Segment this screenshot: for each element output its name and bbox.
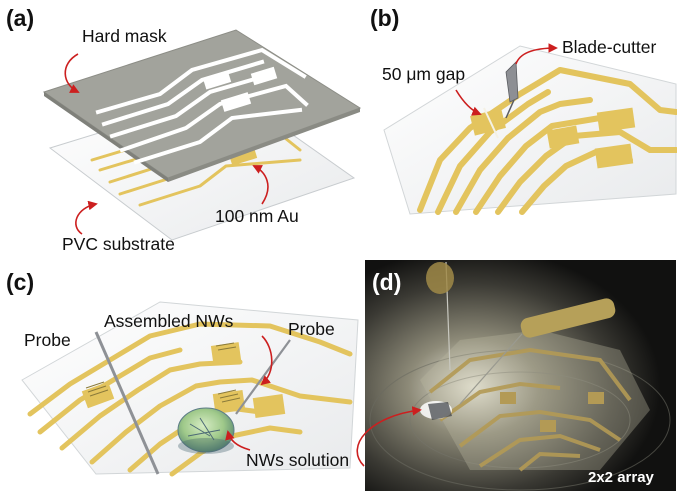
blade-tip	[505, 99, 515, 119]
photo-probe-holder-left	[426, 262, 454, 294]
au-label: 100 nm Au	[215, 206, 299, 226]
panel-b: (b) 50 μm gap Blade-cutter	[370, 5, 677, 215]
pvc-substrate-label: PVC substrate	[62, 234, 175, 254]
cut-gap-line	[483, 107, 499, 139]
photo-probe-holder-right	[520, 298, 616, 338]
photo-gold-electrodes	[428, 347, 632, 472]
droplet-shadow	[178, 438, 234, 454]
panel-b-letter: (b)	[370, 5, 399, 31]
droplet-wires	[187, 417, 221, 441]
probe-left	[94, 331, 160, 475]
au-electrodes-b	[417, 67, 677, 215]
nws-solution-droplet	[177, 407, 235, 453]
array-label: 2x2 array	[588, 469, 655, 486]
cutter-arrow	[515, 43, 558, 65]
assembled-nws-marks	[85, 342, 241, 403]
photo-pad-2	[540, 420, 556, 432]
assembled-nws-label: Assembled NWs	[104, 311, 234, 331]
hard-mask-arrow	[64, 53, 80, 93]
photo-pad-1	[500, 392, 516, 404]
cutter-label: Blade-cutter	[562, 37, 657, 57]
photo-probe-right	[459, 333, 523, 405]
hard-mask-edge-2	[168, 108, 360, 182]
hard-mask-label: Hard mask	[82, 26, 167, 46]
hard-mask-edge	[44, 92, 168, 182]
photo-background	[365, 260, 676, 491]
photo-callout-arrow	[356, 406, 422, 467]
assembled-nws-arrow	[260, 335, 273, 386]
hard-mask-openings	[95, 47, 309, 165]
nws-solution-arrow	[225, 430, 251, 451]
blade-cutter	[505, 61, 519, 103]
gap-arrow	[455, 89, 482, 116]
photo-pad-3	[588, 392, 604, 404]
nws-solution-label: NWs solution	[246, 450, 349, 470]
gap-label: 50 μm gap	[382, 64, 465, 84]
au-arrow	[252, 165, 269, 205]
panel-a-letter: (a)	[6, 5, 34, 31]
panel-d-letter: (d)	[372, 269, 401, 295]
panel-c: (c) Probe Probe Assembled NWs	[6, 269, 359, 477]
photo-droplet	[428, 402, 452, 420]
panel-c-letter: (c)	[6, 269, 34, 295]
panel-a: (a) Hard mask	[6, 5, 362, 254]
probe-left-label: Probe	[24, 330, 71, 350]
probe-right-label: Probe	[288, 319, 335, 339]
panel-d: (d) 2x2 array	[356, 260, 676, 491]
pvc-substrate-arrow	[75, 200, 98, 235]
